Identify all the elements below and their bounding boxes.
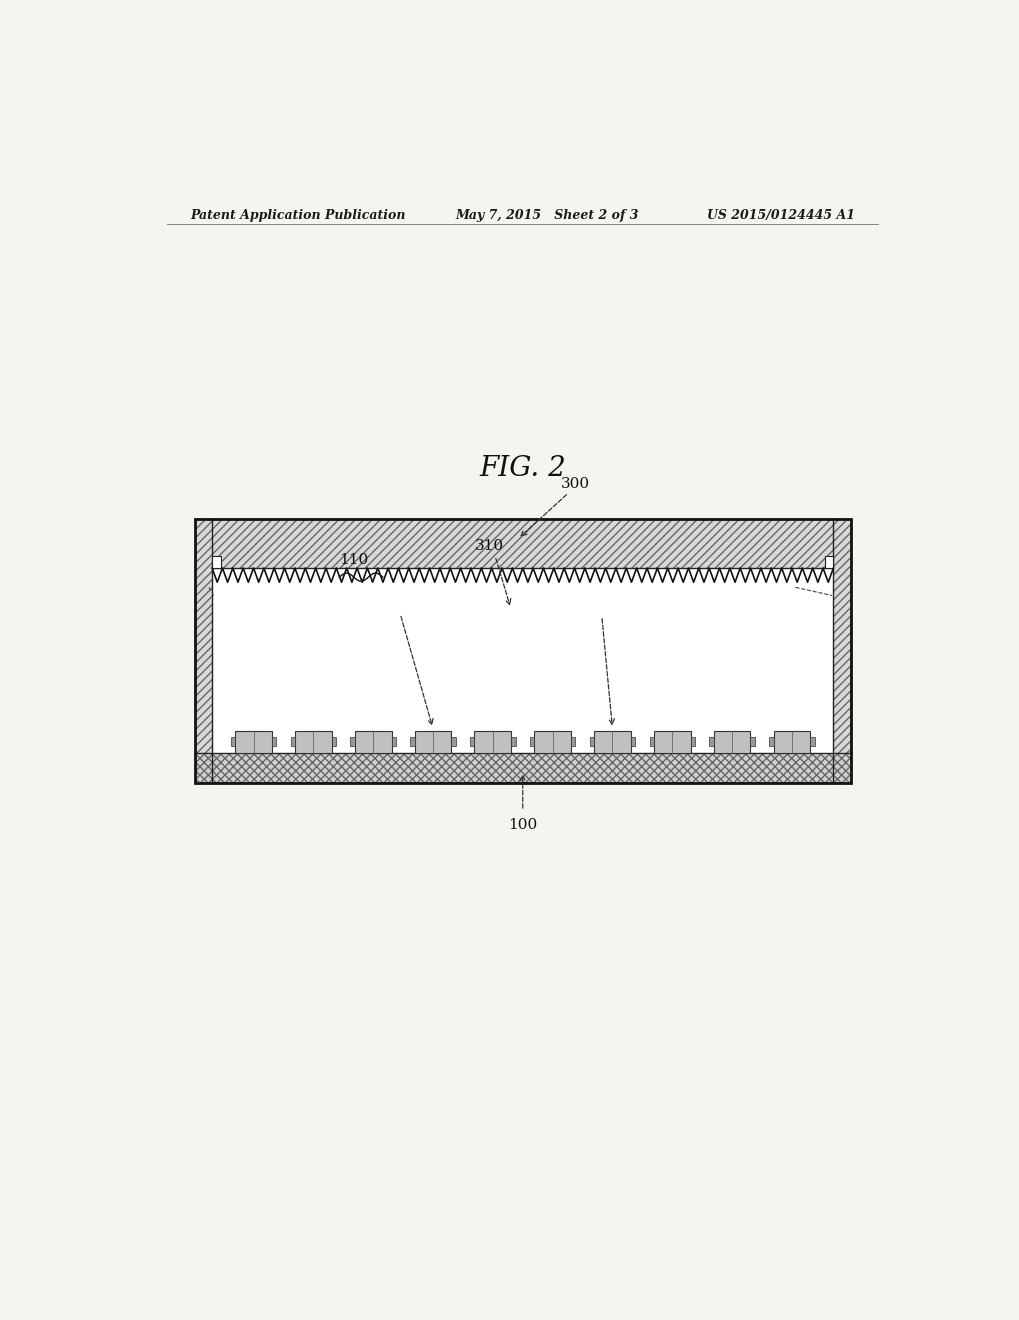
Bar	[530, 738, 534, 746]
Text: 210: 210	[593, 599, 623, 612]
Text: FIG. 2: FIG. 2	[479, 455, 566, 482]
Bar	[713, 731, 750, 752]
Text: 200: 200	[388, 597, 417, 611]
Bar	[833, 568, 850, 784]
Bar	[589, 738, 593, 746]
Bar	[391, 738, 395, 746]
Bar	[809, 738, 814, 746]
Bar	[290, 738, 294, 746]
Bar	[195, 752, 850, 784]
Text: 310: 310	[475, 539, 504, 553]
Bar	[410, 738, 415, 746]
Text: 300: 300	[560, 477, 589, 491]
Bar	[824, 556, 833, 568]
Bar	[195, 519, 850, 784]
Bar	[768, 738, 772, 746]
Bar	[272, 738, 276, 746]
Bar	[212, 556, 220, 568]
Bar	[355, 731, 391, 752]
Bar	[690, 738, 694, 746]
Bar	[750, 738, 754, 746]
Bar	[235, 731, 272, 752]
Bar	[649, 738, 653, 746]
Bar	[415, 731, 451, 752]
Bar	[653, 731, 690, 752]
Bar	[474, 731, 511, 752]
Bar	[630, 738, 635, 746]
Bar	[195, 519, 850, 568]
Bar	[195, 568, 212, 784]
Bar	[195, 519, 850, 784]
Bar	[470, 738, 474, 746]
Text: US 2015/0124445 A1: US 2015/0124445 A1	[706, 210, 854, 222]
Bar	[351, 738, 355, 746]
Text: May 7, 2015   Sheet 2 of 3: May 7, 2015 Sheet 2 of 3	[455, 210, 639, 222]
Bar	[451, 738, 455, 746]
Bar	[772, 731, 809, 752]
Bar	[534, 731, 571, 752]
Text: 110: 110	[339, 553, 368, 568]
Bar	[593, 731, 630, 752]
Text: 400: 400	[795, 581, 824, 594]
Bar	[571, 738, 575, 746]
Bar	[212, 568, 833, 752]
Bar	[708, 738, 713, 746]
Bar	[511, 738, 515, 746]
Text: 100: 100	[507, 818, 537, 832]
Bar	[294, 731, 331, 752]
Text: 400: 400	[213, 581, 242, 594]
Bar	[331, 738, 336, 746]
Text: Patent Application Publication: Patent Application Publication	[191, 210, 406, 222]
Bar	[230, 738, 235, 746]
